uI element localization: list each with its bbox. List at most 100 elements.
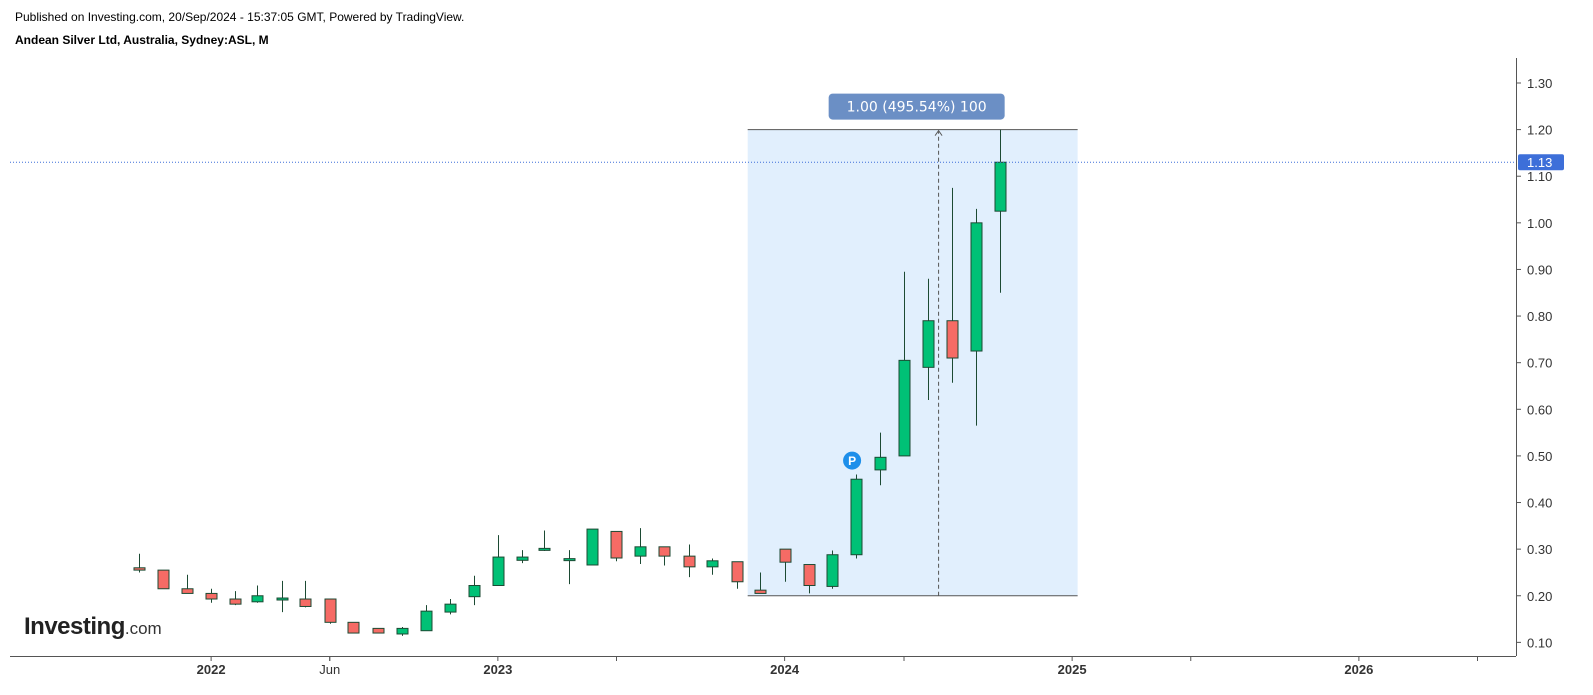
chart-title: Andean Silver Ltd, Australia, Sydney:ASL… <box>15 33 269 47</box>
candle <box>396 626 409 636</box>
candle <box>658 546 671 566</box>
candle-body <box>133 567 146 571</box>
candle <box>634 528 647 565</box>
candle <box>468 575 481 606</box>
candle <box>563 550 576 585</box>
logo-suffix: .com <box>124 619 162 638</box>
x-tick-label: 2026 <box>1344 662 1373 677</box>
y-tick-label: 0.40 <box>1527 496 1552 511</box>
candle-body <box>706 560 719 568</box>
candle-body <box>683 555 696 568</box>
candle-body <box>324 598 337 623</box>
y-tick-label: 1.30 <box>1527 76 1552 91</box>
y-tick-label: 0.70 <box>1527 356 1552 371</box>
candle-body <box>826 554 839 587</box>
investing-logo: Investing.com <box>24 613 162 641</box>
y-tick-label: 0.10 <box>1527 635 1552 650</box>
candle <box>898 271 911 457</box>
candle-body <box>898 359 911 457</box>
candle <box>133 553 146 573</box>
candle-body <box>205 592 218 600</box>
chart-overlays: P <box>10 161 1516 470</box>
y-tick-label: 0.30 <box>1527 542 1552 557</box>
x-tick-label: 2023 <box>483 662 512 677</box>
candle-body <box>563 558 576 562</box>
candle-body <box>658 546 671 557</box>
candle <box>372 627 385 634</box>
candle <box>157 569 170 590</box>
candle-body <box>229 598 242 605</box>
candle <box>706 558 719 575</box>
candle-body <box>803 564 816 586</box>
candle <box>922 278 935 400</box>
candle-body <box>251 595 264 603</box>
candle <box>516 550 529 564</box>
candle <box>420 605 433 632</box>
y-tick-label: 0.20 <box>1527 589 1552 604</box>
x-tick-label: 2022 <box>197 662 226 677</box>
candle-body <box>157 569 170 590</box>
candle-body <box>946 320 959 359</box>
candle <box>946 187 959 383</box>
candles <box>133 129 1007 636</box>
candle <box>731 561 744 589</box>
axes: 0.10 0.20 0.30 0.40 0.50 0.60 0.70 0.80 0.90 1.00… <box>10 58 1564 677</box>
candle <box>324 598 337 624</box>
last-price-label: 1.13 <box>1527 155 1552 170</box>
candle-body <box>444 603 457 613</box>
x-tick-label: 2025 <box>1058 662 1087 677</box>
candle <box>492 535 505 586</box>
candle <box>299 580 312 608</box>
range-label: 1.00 (495.54%) 100 <box>847 100 987 116</box>
candle <box>538 530 551 552</box>
candle <box>826 550 839 589</box>
candle-body <box>731 561 744 583</box>
candle-body <box>396 627 409 635</box>
y-tick-label: 1.20 <box>1527 123 1552 138</box>
candle-body <box>754 589 767 594</box>
candle-body <box>610 530 623 559</box>
candle-body <box>850 478 863 556</box>
event-marker-label: P <box>848 454 856 468</box>
candle-body <box>181 588 194 594</box>
candle <box>347 621 360 634</box>
candle <box>874 432 887 486</box>
price-range-tool[interactable]: 1.00 (495.54%) 100 <box>747 93 1078 597</box>
candle <box>779 548 792 582</box>
candle <box>683 544 696 578</box>
y-tick-label: 1.00 <box>1527 216 1552 231</box>
candle <box>850 474 863 559</box>
range-arrow-head <box>934 129 943 136</box>
y-tick-label: 0.60 <box>1527 402 1552 417</box>
candle-body <box>276 597 289 601</box>
candle <box>251 585 264 603</box>
candle <box>754 572 767 594</box>
candle <box>276 580 289 613</box>
candle-body <box>492 556 505 586</box>
y-tick-label: 0.90 <box>1527 262 1552 277</box>
candle-body <box>420 610 433 632</box>
x-tick-label: 2024 <box>770 662 800 677</box>
y-tick-label: 0.50 <box>1527 449 1552 464</box>
range-fill <box>747 129 1078 596</box>
candle <box>586 528 599 566</box>
y-tick-label: 1.10 <box>1527 169 1552 184</box>
x-tick-label: Jun <box>319 662 340 677</box>
candle-body <box>874 456 887 471</box>
event-marker <box>843 451 862 470</box>
candle <box>803 564 816 594</box>
candle-body <box>299 598 312 607</box>
last-price-badge <box>1518 154 1564 171</box>
published-note: Published on Investing.com, 20/Sep/2024 … <box>15 10 465 24</box>
candle <box>181 574 194 594</box>
candle <box>229 591 242 606</box>
candle <box>610 530 623 562</box>
range-label-badge <box>828 93 1005 120</box>
candle-body <box>516 556 529 561</box>
candle-body <box>922 320 935 368</box>
candle-body <box>468 584 481 598</box>
candle <box>205 588 218 603</box>
candle-body <box>347 621 360 634</box>
candle-body <box>586 528 599 566</box>
